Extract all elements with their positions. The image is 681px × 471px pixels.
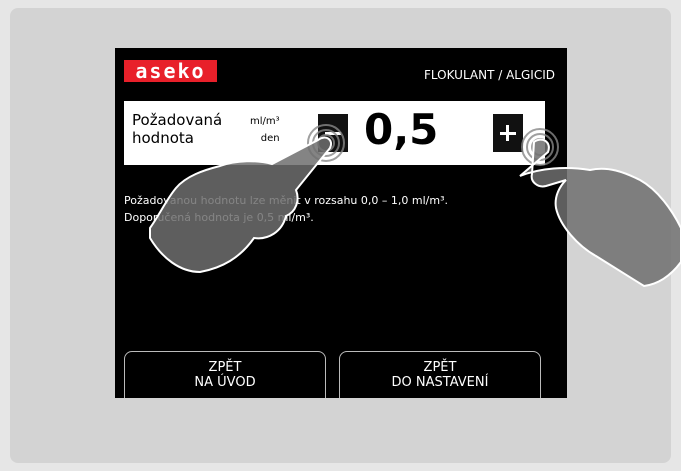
left-hand: [150, 138, 331, 272]
page: aseko FLOKULANT / ALGICID Požadovaná hod…: [0, 0, 681, 471]
hands-overlay: [0, 0, 681, 471]
right-hand: [520, 140, 681, 286]
